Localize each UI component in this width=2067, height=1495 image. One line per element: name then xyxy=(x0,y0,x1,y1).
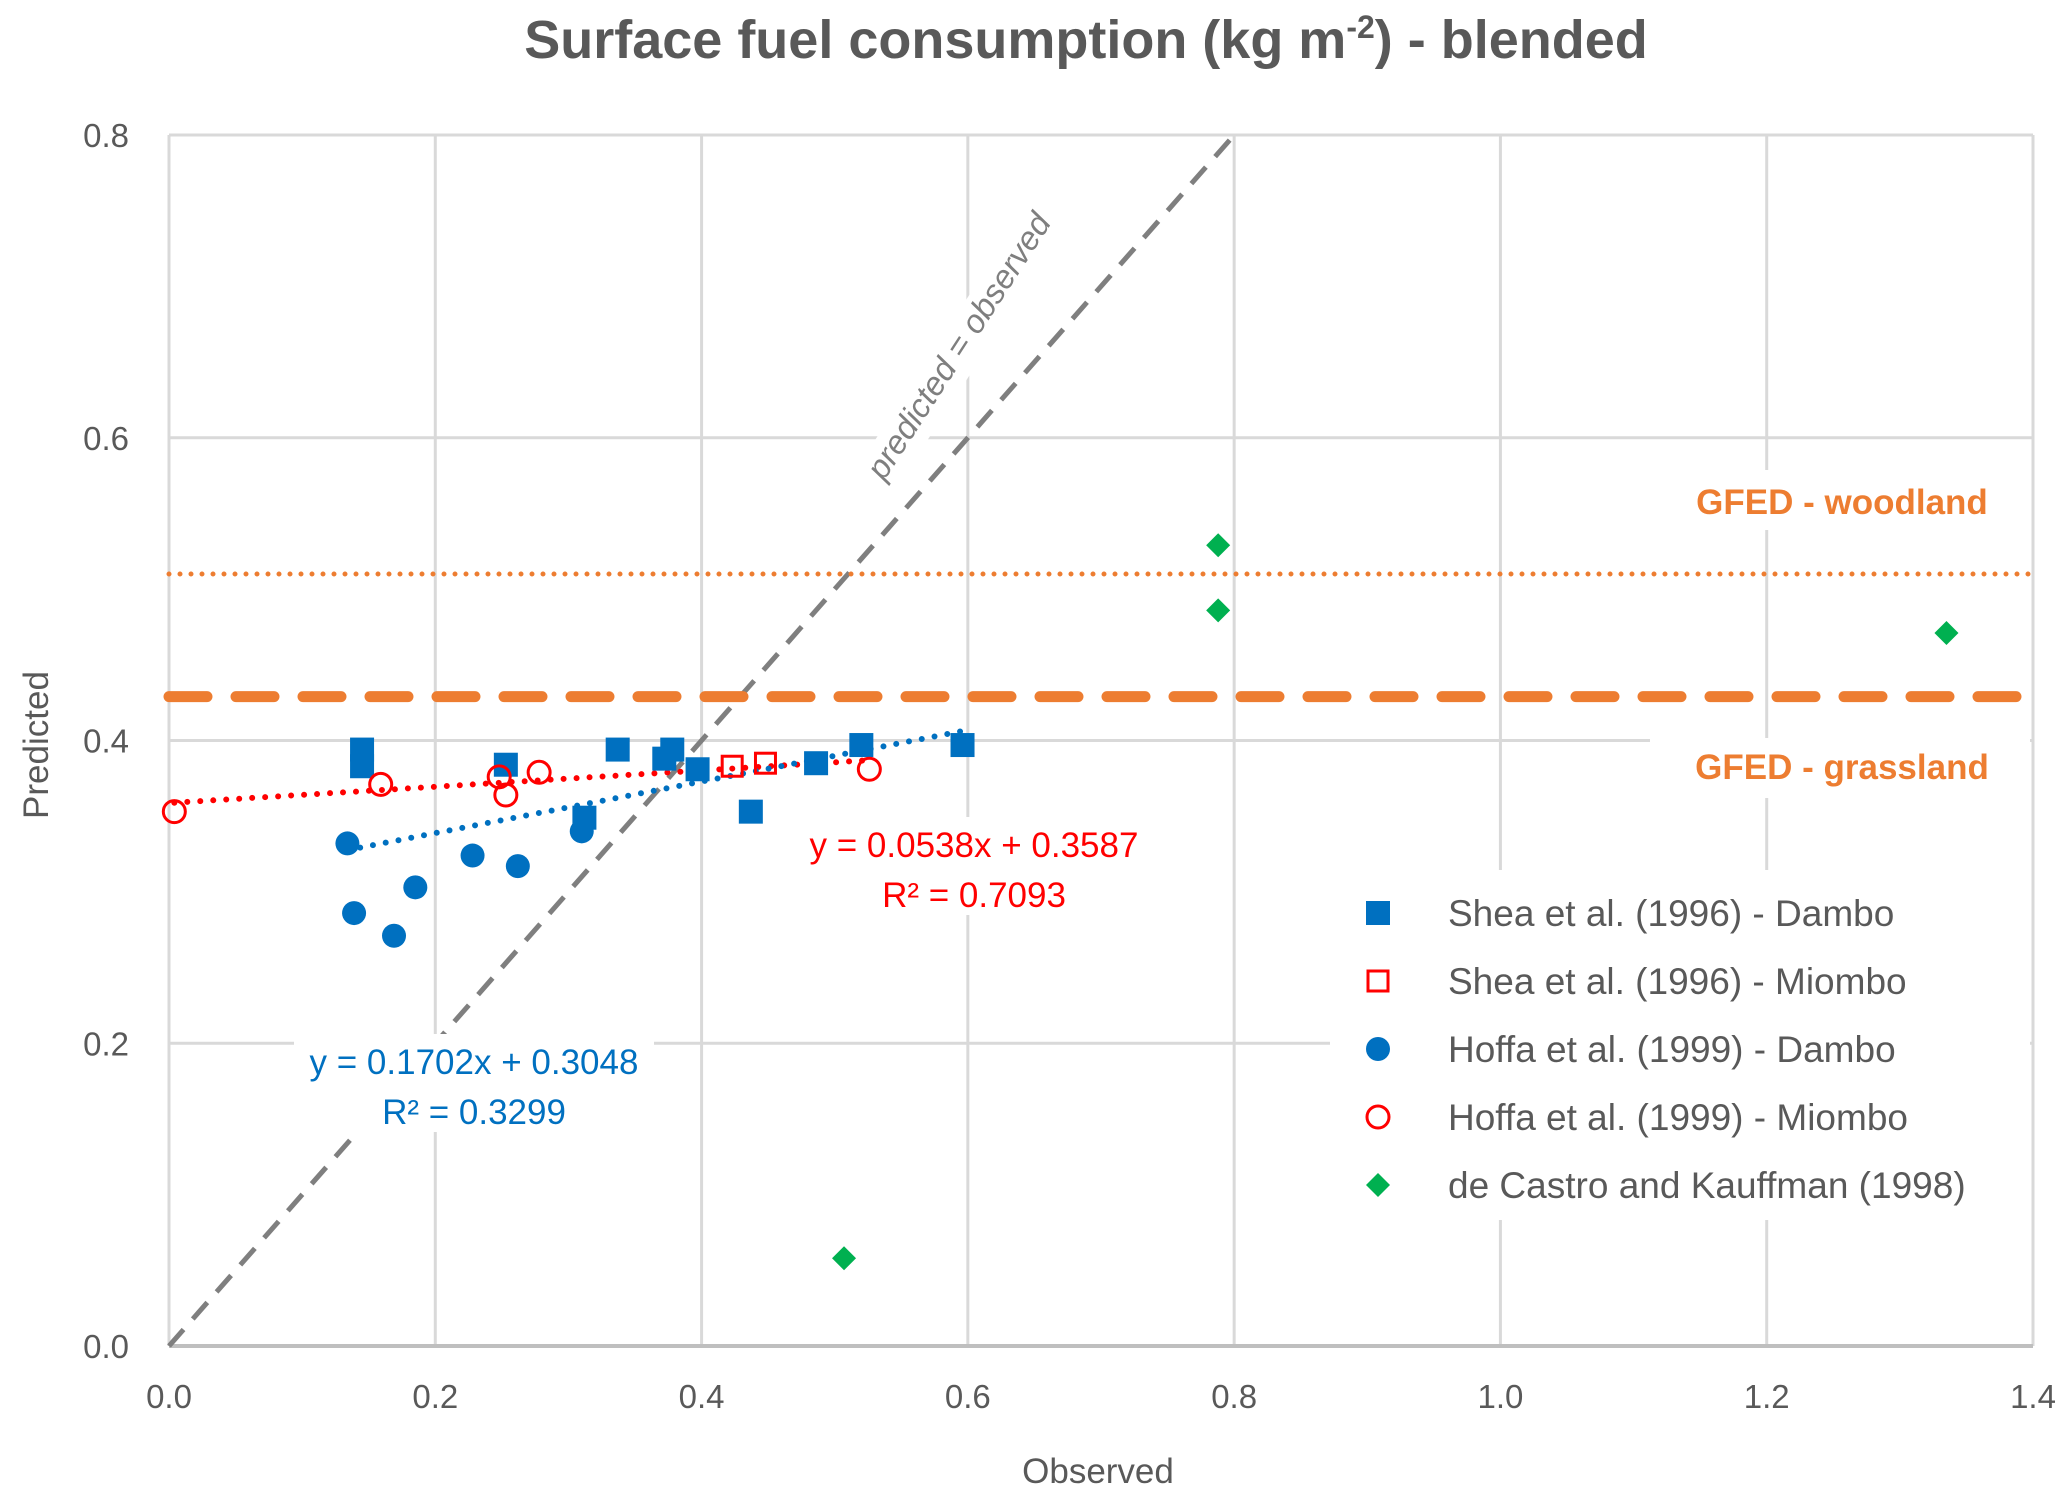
miombo-trend-line xyxy=(171,757,873,806)
miombo-trend-background xyxy=(794,817,1154,915)
data-point xyxy=(720,754,744,778)
legend: Shea et al. (1996) - Dambo Shea et al. (1… xyxy=(1330,870,2030,1220)
chart-title: Surface fuel consumption (kg m-2) - blen… xyxy=(524,9,1648,70)
x-tick-label: 1.2 xyxy=(1744,1378,1790,1415)
title-main: Surface fuel consumption (kg m xyxy=(524,10,1346,70)
x-tick-label: 0.0 xyxy=(146,1378,192,1415)
gfed-grassland-label: GFED - grassland xyxy=(1695,748,1989,787)
miombo-trend-equation: y = 0.0538x + 0.3587 xyxy=(810,826,1139,865)
y-tick-label: 0.8 xyxy=(83,117,129,154)
legend-marker xyxy=(1366,901,1390,925)
legend-background xyxy=(1330,870,2030,1220)
data-points xyxy=(161,533,1959,1271)
legend-marker xyxy=(1366,969,1390,993)
data-point xyxy=(1206,533,1231,558)
data-point xyxy=(161,799,187,825)
one-to-one-line xyxy=(167,133,1237,1348)
gfed-grassland-label-background xyxy=(1650,738,2030,798)
legend-entry: Shea et al. (1996) - Dambo xyxy=(1448,893,1894,934)
data-point xyxy=(753,751,777,775)
legend-marker xyxy=(1366,1037,1390,1061)
data-point xyxy=(738,799,763,824)
x-tick-label: 0.8 xyxy=(1211,1378,1257,1415)
data-point xyxy=(403,875,428,900)
grid xyxy=(167,133,2035,1348)
gfed-woodland-label: GFED - woodland xyxy=(1696,483,1988,522)
x-tick-label: 0.2 xyxy=(412,1378,458,1415)
data-point xyxy=(350,754,375,779)
data-point xyxy=(856,756,882,782)
gfed-woodland-label-background xyxy=(1650,470,2030,530)
y-axis-label: Predicted xyxy=(17,671,56,819)
data-point xyxy=(460,843,485,868)
data-point xyxy=(685,757,710,782)
dambo-trend-equation: y = 0.1702x + 0.3048 xyxy=(310,1043,639,1082)
data-point xyxy=(660,737,685,762)
data-point xyxy=(1206,598,1231,623)
legend-marker xyxy=(1365,1104,1391,1130)
data-point xyxy=(804,751,829,776)
data-point xyxy=(335,831,360,856)
reference-lines xyxy=(163,133,2039,1348)
y-tick-label: 0.2 xyxy=(83,1025,129,1062)
data-point xyxy=(849,733,874,758)
x-tick-label: 1.4 xyxy=(2010,1378,2056,1415)
data-point xyxy=(526,759,552,785)
legend-entry: Shea et al. (1996) - Miombo xyxy=(1448,961,1907,1002)
y-tick-label: 0.6 xyxy=(83,420,129,457)
data-point xyxy=(493,782,519,808)
dambo-trend-r-squared: R² = 0.3299 xyxy=(382,1093,566,1132)
miombo-trend-r-squared: R² = 0.7093 xyxy=(882,876,1066,915)
diagonal-label: predicted = observed xyxy=(858,205,1059,487)
data-point xyxy=(368,771,394,797)
data-point xyxy=(382,923,407,948)
y-tick-label: 0.4 xyxy=(83,723,129,760)
title-suffix: ) - blended xyxy=(1375,10,1648,70)
y-tick-label: 0.0 xyxy=(83,1328,129,1365)
data-point xyxy=(505,854,530,879)
axis-ticks: 0.0 0.2 0.4 0.6 0.8 1.0 1.2 1.4 0.0 0.2 0.4 0.6 0.8 xyxy=(83,117,2056,1415)
x-tick-label: 0.6 xyxy=(945,1378,991,1415)
data-point xyxy=(605,737,630,762)
data-point xyxy=(950,733,975,758)
data-point xyxy=(1934,621,1959,646)
data-point xyxy=(342,901,367,926)
data-point xyxy=(832,1246,857,1271)
x-tick-label: 0.4 xyxy=(679,1378,725,1415)
legend-marker xyxy=(1366,1173,1390,1197)
legend-entry: Hoffa et al. (1999) - Miombo xyxy=(1448,1097,1908,1138)
x-tick-label: 1.0 xyxy=(1477,1378,1523,1415)
dambo-trend-background xyxy=(294,1034,654,1132)
legend-entry: Hoffa et al. (1999) - Dambo xyxy=(1448,1029,1896,1070)
data-point xyxy=(569,819,594,844)
legend-entry: de Castro and Kauffman (1998) xyxy=(1448,1165,1966,1206)
title-superscript: -2 xyxy=(1346,9,1374,45)
diagonal-label-background xyxy=(855,201,1067,494)
x-axis-label: Observed xyxy=(1022,1452,1174,1491)
